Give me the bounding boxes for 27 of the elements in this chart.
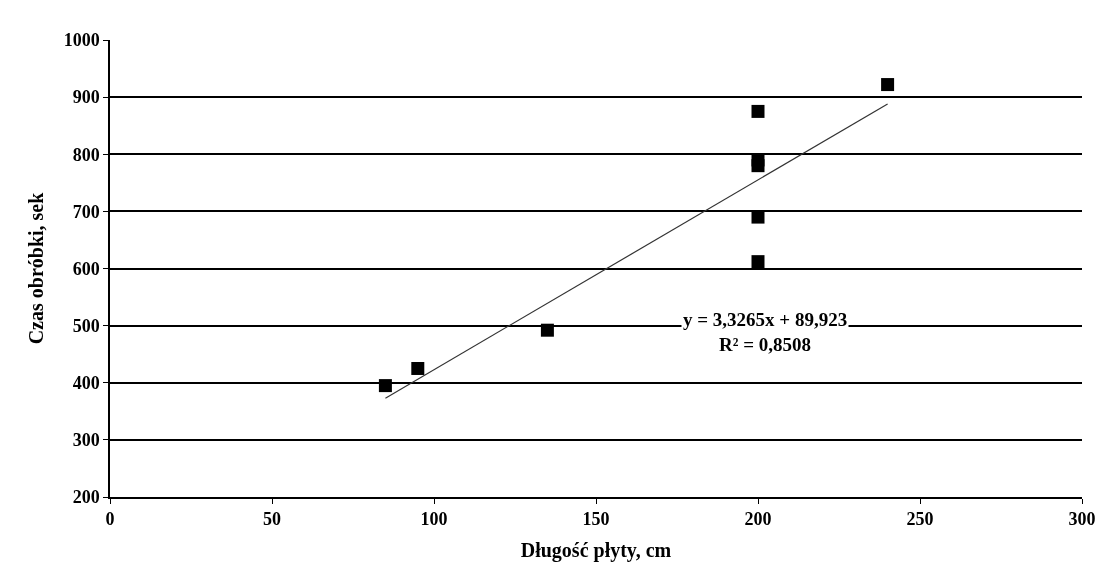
point [411,361,425,375]
y-tick-label: 900 [72,87,100,108]
y-tick-label: 400 [72,373,100,394]
point [540,323,554,337]
y-tick-label: 500 [72,315,100,336]
y-tick-label: 300 [72,430,100,451]
x-axis-title: Długość płyty, cm [520,539,672,563]
x-tick-label: 250 [906,509,934,530]
y-axis-title: Czas obróbki, sek [24,191,47,345]
y-tick-label: 800 [72,144,100,165]
x-tick-label: 0 [105,509,115,530]
y-tick-label: 700 [72,201,100,222]
point [751,159,765,173]
point [378,379,392,393]
x-tick-label: 300 [1068,509,1096,530]
point [751,104,765,118]
point [751,255,765,269]
y-tick-label: 200 [72,487,100,508]
point [751,210,765,224]
point [881,78,895,92]
y-tick-label: 600 [72,258,100,279]
y-tick-label: 1000 [63,30,100,51]
x-tick-label: 200 [744,509,772,530]
x-tick-label: 100 [420,509,448,530]
x-tick-label: 50 [263,509,281,530]
x-tick-label: 150 [582,509,610,530]
annotation: y = 3,3265x + 89,923 R² = 0,8508 [683,309,848,355]
